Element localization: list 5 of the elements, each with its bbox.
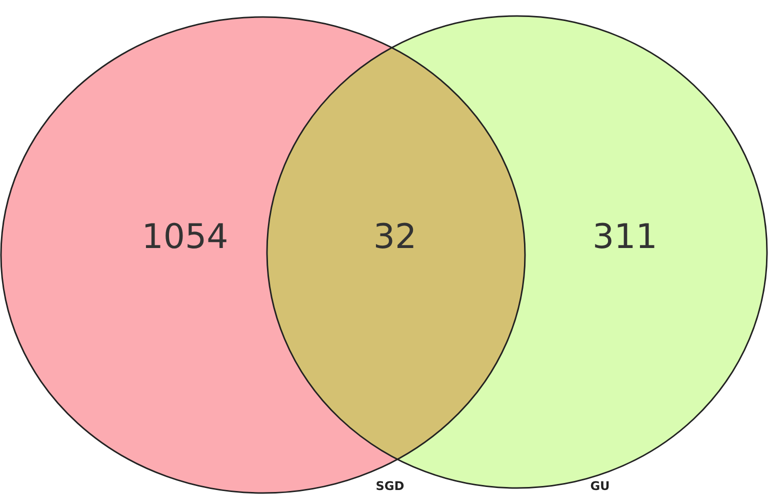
data-label: 1054 <box>142 217 228 257</box>
text: GU <box>590 479 610 493</box>
data-label: 32 <box>373 217 417 257</box>
data-label: 311 <box>592 217 658 257</box>
text: SGD <box>376 479 404 493</box>
